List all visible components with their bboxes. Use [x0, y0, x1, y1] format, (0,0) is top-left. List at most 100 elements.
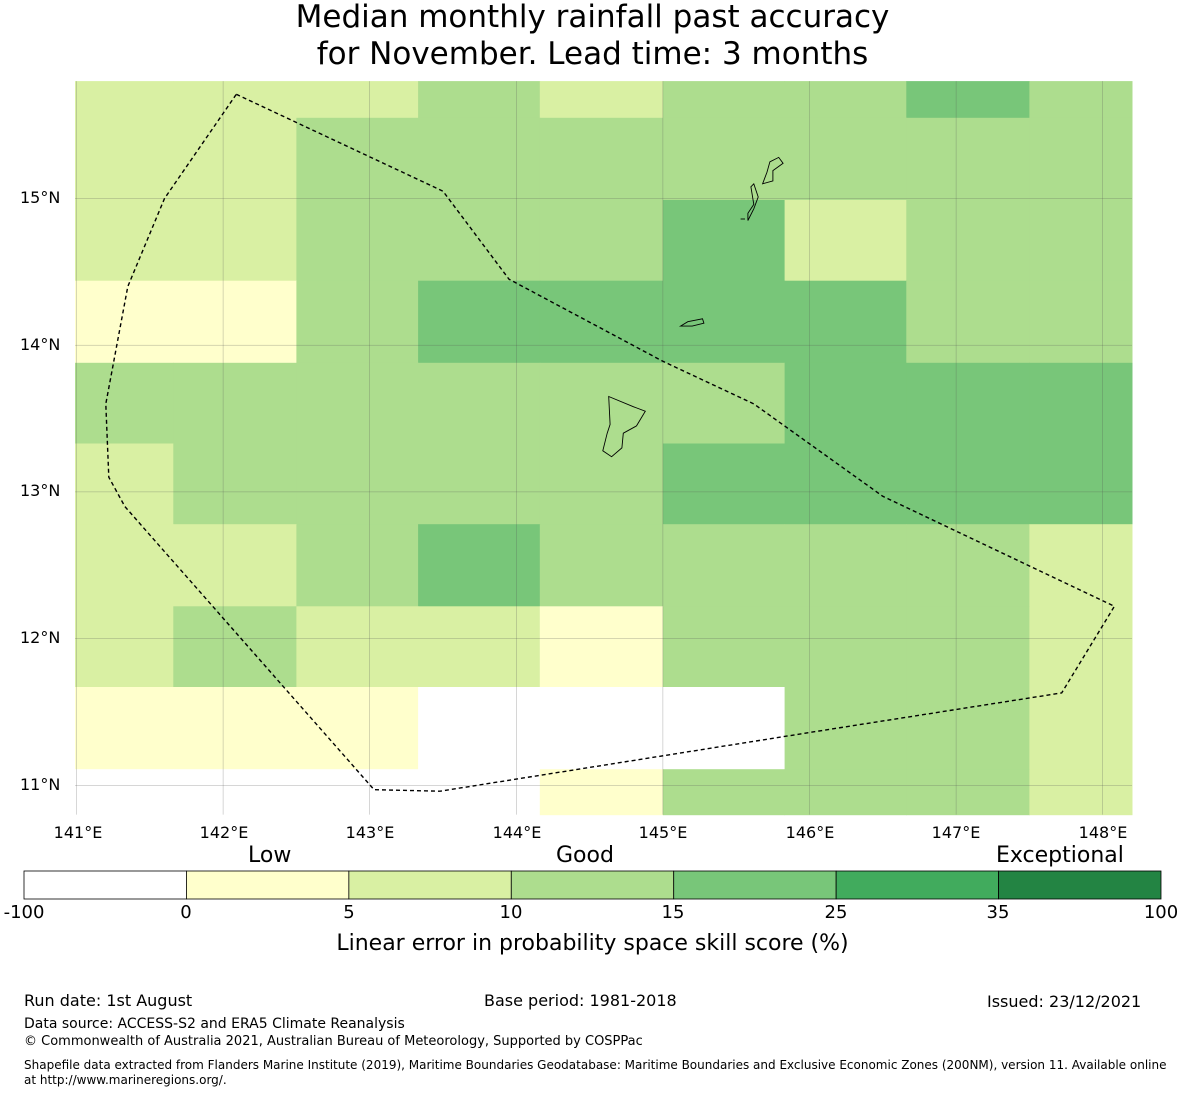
grid-cell [662, 280, 786, 364]
grid-cell [906, 443, 1030, 525]
grid-cell [418, 687, 541, 770]
grid-cell [296, 81, 419, 119]
colorbar-tick: -100 [3, 902, 45, 923]
grid-cell [539, 769, 664, 816]
grid-cell [1029, 117, 1133, 201]
grid-cell [1029, 524, 1133, 607]
grid-cell [784, 687, 907, 770]
grid-cell [75, 769, 174, 816]
lon-label-143: 143°E [345, 823, 395, 842]
run-date: Run date: 1st August [24, 991, 193, 1010]
grid-cell [662, 443, 786, 525]
grid-cell [906, 687, 1030, 770]
issued-date: Issued: 23/12/2021 [987, 992, 1142, 1011]
grid-cell [296, 362, 419, 444]
colorbar-segment [835, 870, 999, 900]
shapefile-credit: Shapefile data extracted from Flanders M… [24, 1058, 1167, 1087]
grid-cell [173, 280, 297, 364]
island-guam-outline [602, 395, 646, 458]
colorbar-segment [998, 870, 1162, 900]
colorbar [23, 870, 1162, 900]
grid-cell [784, 769, 907, 816]
grid-cell [173, 200, 297, 282]
grid-cell [418, 443, 541, 525]
colorbar-tick: 15 [661, 902, 685, 923]
skill-grid [75, 81, 1133, 816]
grid-cell [539, 443, 664, 525]
grid-cell [1029, 443, 1133, 525]
colorbar-category-good: Good [556, 843, 614, 868]
data-source: Data source: ACCESS-S2 and ERA5 Climate … [24, 1016, 405, 1032]
grid-cell [662, 81, 786, 119]
colorbar-tick: 35 [986, 902, 1010, 923]
colorbar-category-exceptional: Exceptional [996, 843, 1124, 868]
grid-cell [418, 606, 541, 688]
lon-label-146: 146°E [785, 823, 835, 842]
grid-cell [906, 769, 1030, 816]
grid-cell [173, 117, 297, 201]
grid-cell [296, 200, 419, 282]
grid-cell [662, 524, 786, 607]
grid-cell [784, 443, 907, 525]
grid-cell [539, 687, 664, 770]
colorbar-tick: 25 [824, 902, 848, 923]
grid-cell [539, 362, 664, 444]
grid-cell [1029, 687, 1133, 770]
grid-cell [296, 606, 419, 688]
lat-label-15: 15°N [20, 188, 61, 207]
grid-cell [173, 362, 297, 444]
colorbar-segment [348, 870, 512, 900]
copyright: © Commonwealth of Australia 2021, Austra… [24, 1034, 643, 1049]
grid-cell [296, 117, 419, 201]
grid-cell [662, 117, 786, 201]
grid-cell [418, 524, 541, 607]
grid-cell [173, 443, 297, 525]
colorbar-label: Linear error in probability space skill … [336, 931, 849, 956]
grid-cell [1029, 769, 1133, 816]
grid-cell [662, 362, 786, 444]
lat-label-12: 12°N [20, 628, 61, 647]
grid-cell [906, 117, 1030, 201]
grid-cell [75, 362, 174, 444]
grid-cell [173, 606, 297, 688]
grid-cell [906, 524, 1030, 607]
colorbar-tick: 100 [1143, 902, 1179, 923]
grid-cell [784, 280, 907, 364]
grid-cell [784, 362, 907, 444]
grid-cell [906, 280, 1030, 364]
grid-cell [75, 200, 174, 282]
grid-cell [662, 200, 786, 282]
grid-cell [539, 280, 664, 364]
grid-cell [173, 769, 297, 816]
grid-cell [1029, 280, 1133, 364]
grid-cell [418, 362, 541, 444]
grid-cell [418, 117, 541, 201]
lat-label-11: 11°N [20, 775, 61, 794]
chart-title-line-1: Median monthly rainfall past accuracy [295, 0, 890, 35]
grid-cell [539, 117, 664, 201]
grid-cell [539, 81, 664, 119]
chart-title-line-2: for November. Lead time: 3 months [316, 36, 869, 72]
lon-label-148: 148°E [1078, 823, 1128, 842]
colorbar-segment [23, 870, 187, 900]
grid-cell [1029, 362, 1133, 444]
grid-cell [539, 524, 664, 607]
grid-cell [173, 524, 297, 607]
grid-cell [296, 769, 419, 816]
lon-label-142: 142°E [199, 823, 249, 842]
grid-cell [906, 81, 1030, 119]
grid-cell [75, 81, 174, 119]
grid-cell [784, 606, 907, 688]
lat-label-14: 14°N [20, 335, 61, 354]
grid-cell [539, 200, 664, 282]
grid-cell [906, 606, 1030, 688]
colorbar-segment [186, 870, 350, 900]
grid-cell [418, 280, 541, 364]
colorbar-category-low: Low [248, 843, 292, 868]
islands [602, 156, 784, 458]
lon-label-147: 147°E [931, 823, 981, 842]
grid-cell [1029, 200, 1133, 282]
grid-cell [784, 81, 907, 119]
colorbar-segment [510, 870, 675, 900]
